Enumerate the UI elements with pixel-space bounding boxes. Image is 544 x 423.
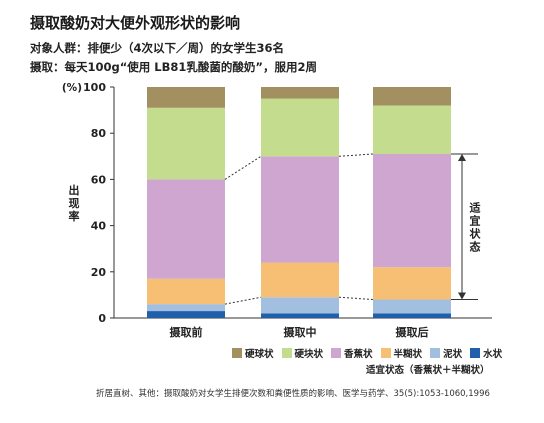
y-axis-label-char: 现 (69, 197, 80, 210)
subtitle-intake: 摄取：每天100g“使用 LB81乳酸菌的酸奶”，服用2周 (30, 60, 317, 74)
legend-swatch (281, 348, 292, 358)
bar-segment-泥状 (261, 297, 339, 314)
y-axis-label-char: 率 (69, 209, 80, 223)
legend: 硬球状 硬块状 香蕉状 半糊状 泥状 水状 (232, 346, 502, 360)
bar-segment-硬块状 (147, 107, 225, 180)
subtitle-subjects: 对象人群：排便少（4次以下／周）的女学生36名 (30, 41, 285, 55)
legend-swatch (470, 348, 481, 358)
bar-segment-硬球状 (373, 87, 451, 106)
bracket-label-char: 态 (470, 239, 481, 253)
legend-swatch (380, 348, 391, 358)
legend-swatch (331, 348, 342, 358)
optimal-zone-connector (338, 296, 374, 301)
bar-segment-半糊状 (261, 262, 339, 298)
bar-segment-硬块状 (261, 98, 339, 157)
bracket-label-char: 适 (470, 200, 481, 214)
legend-item: 硬块状 (281, 346, 324, 360)
bar-segment-半糊状 (373, 267, 451, 300)
legend-item: 半糊状 (380, 346, 423, 360)
legend-label: 泥状 (443, 349, 463, 360)
bar-segment-水状 (147, 311, 225, 318)
bar-segment-水状 (261, 313, 339, 318)
bar-segment-香蕉状 (261, 156, 339, 263)
bar-segment-硬球状 (147, 87, 225, 108)
legend-swatch (430, 348, 441, 358)
bracket-arrow-up (458, 153, 466, 161)
y-tick-label: 80 (91, 127, 107, 140)
bar-segment-香蕉状 (147, 179, 225, 279)
bar-segment-半糊状 (147, 278, 225, 305)
optimal-zone-connector (338, 153, 374, 157)
x-tick-label: 摄取前 (170, 325, 203, 339)
y-axis-label-char: 出 (69, 183, 80, 197)
legend-label: 硬球状 (245, 349, 274, 360)
legend-label: 半糊状 (393, 349, 423, 360)
legend-label: 硬块状 (294, 349, 324, 360)
y-tick-label: 0 (98, 312, 106, 325)
legend-item: 水状 (470, 346, 502, 360)
bar-segment-硬球状 (261, 87, 339, 99)
bar-segment-泥状 (373, 299, 451, 314)
chart-title: 摄取酸奶对大便外观形状的影响 (30, 14, 241, 32)
source-citation: 折居直树、其他：摄取酸奶对女学生排便次数和粪便性质的影响、医学与药学、35(5)… (96, 389, 490, 399)
legend-label: 水状 (483, 349, 503, 360)
y-tick-label: 100 (83, 81, 106, 94)
x-tick-label: 摄取中 (284, 325, 317, 339)
legend-swatch (232, 348, 242, 358)
bar-segment-水状 (373, 313, 451, 318)
y-tick-label: 60 (91, 173, 107, 186)
bracket-label-char: 宜 (470, 213, 481, 227)
legend-item: 泥状 (430, 346, 462, 360)
bracket-label-char: 状 (470, 226, 482, 240)
bar-segment-泥状 (147, 304, 225, 312)
legend-item: 香蕉状 (331, 346, 373, 360)
legend-label: 香蕉状 (344, 349, 373, 360)
bar-segment-香蕉状 (373, 153, 451, 268)
x-tick-label: 摄取后 (396, 325, 429, 339)
y-tick-label: 20 (91, 266, 107, 279)
y-tick-label: 40 (91, 220, 107, 233)
optimal-zone-connector (224, 155, 262, 180)
bar-segment-硬块状 (373, 105, 451, 154)
legend-note: 适宜状态（香蕉状＋半糊状） (366, 365, 490, 376)
legend-item: 硬球状 (232, 346, 274, 360)
bracket-arrow-down (458, 292, 466, 300)
y-unit-label: (%) (62, 82, 82, 94)
optimal-zone-connector (224, 296, 262, 305)
